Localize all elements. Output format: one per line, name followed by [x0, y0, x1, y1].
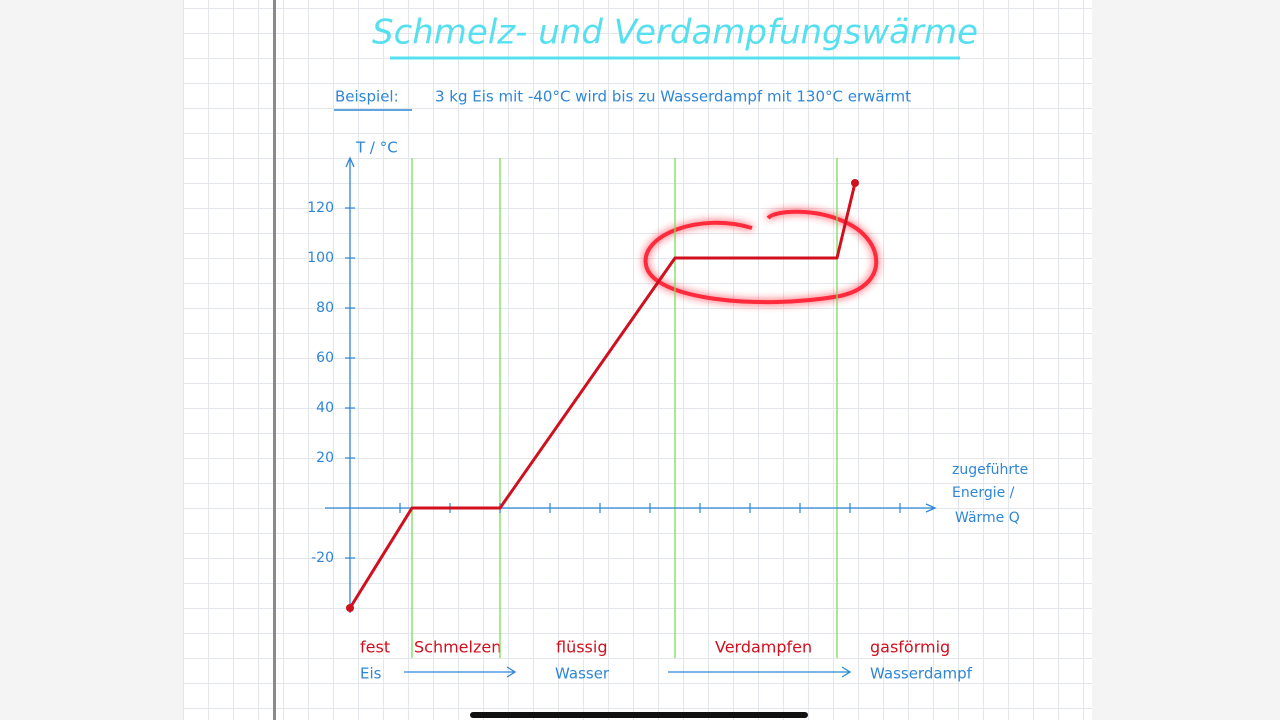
- end-point: [851, 179, 859, 187]
- substance-label: Wasserdampf: [870, 665, 973, 683]
- y-tick-label: 40: [316, 400, 334, 416]
- x-axis-label: Wärme Q: [955, 510, 1020, 526]
- x-axis-label: Energie /: [952, 485, 1015, 501]
- x-axis-label: zugeführte: [952, 462, 1028, 478]
- temperature-curve: [348, 182, 857, 609]
- phase-label: Schmelzen: [414, 638, 501, 657]
- y-tick-label: -20: [311, 550, 334, 566]
- paper-sheet: [183, 0, 1092, 720]
- y-axis-label: T / °C: [355, 139, 398, 157]
- y-tick-label: 80: [316, 300, 334, 316]
- y-tick-label: 100: [307, 250, 334, 266]
- transition-arrows: [404, 666, 852, 678]
- phase-label: gasförmig: [870, 638, 950, 657]
- phase-label: Verdampfen: [715, 638, 812, 657]
- y-tick-label: 120: [307, 200, 334, 216]
- x-axis-arrow: [925, 503, 937, 513]
- substance-label: Eis: [360, 665, 382, 683]
- example-label: Beispiel:: [335, 88, 399, 106]
- margin-line: [273, 0, 276, 720]
- y-axis-arrow: [345, 156, 355, 168]
- y-tick-label: 60: [316, 350, 334, 366]
- end-point: [346, 604, 354, 612]
- phase-label: fest: [360, 638, 390, 657]
- phase-label: flüssig: [556, 638, 608, 657]
- y-tick-label: 20: [316, 450, 334, 466]
- subtitle: 3 kg Eis mit -40°C wird bis zu Wasserdam…: [435, 88, 911, 106]
- chart-title: Schmelz- und Verdampfungswärme: [372, 13, 978, 53]
- highlight-circle: [643, 209, 879, 305]
- home-indicator: [470, 712, 808, 718]
- substance-label: Wasser: [555, 665, 610, 683]
